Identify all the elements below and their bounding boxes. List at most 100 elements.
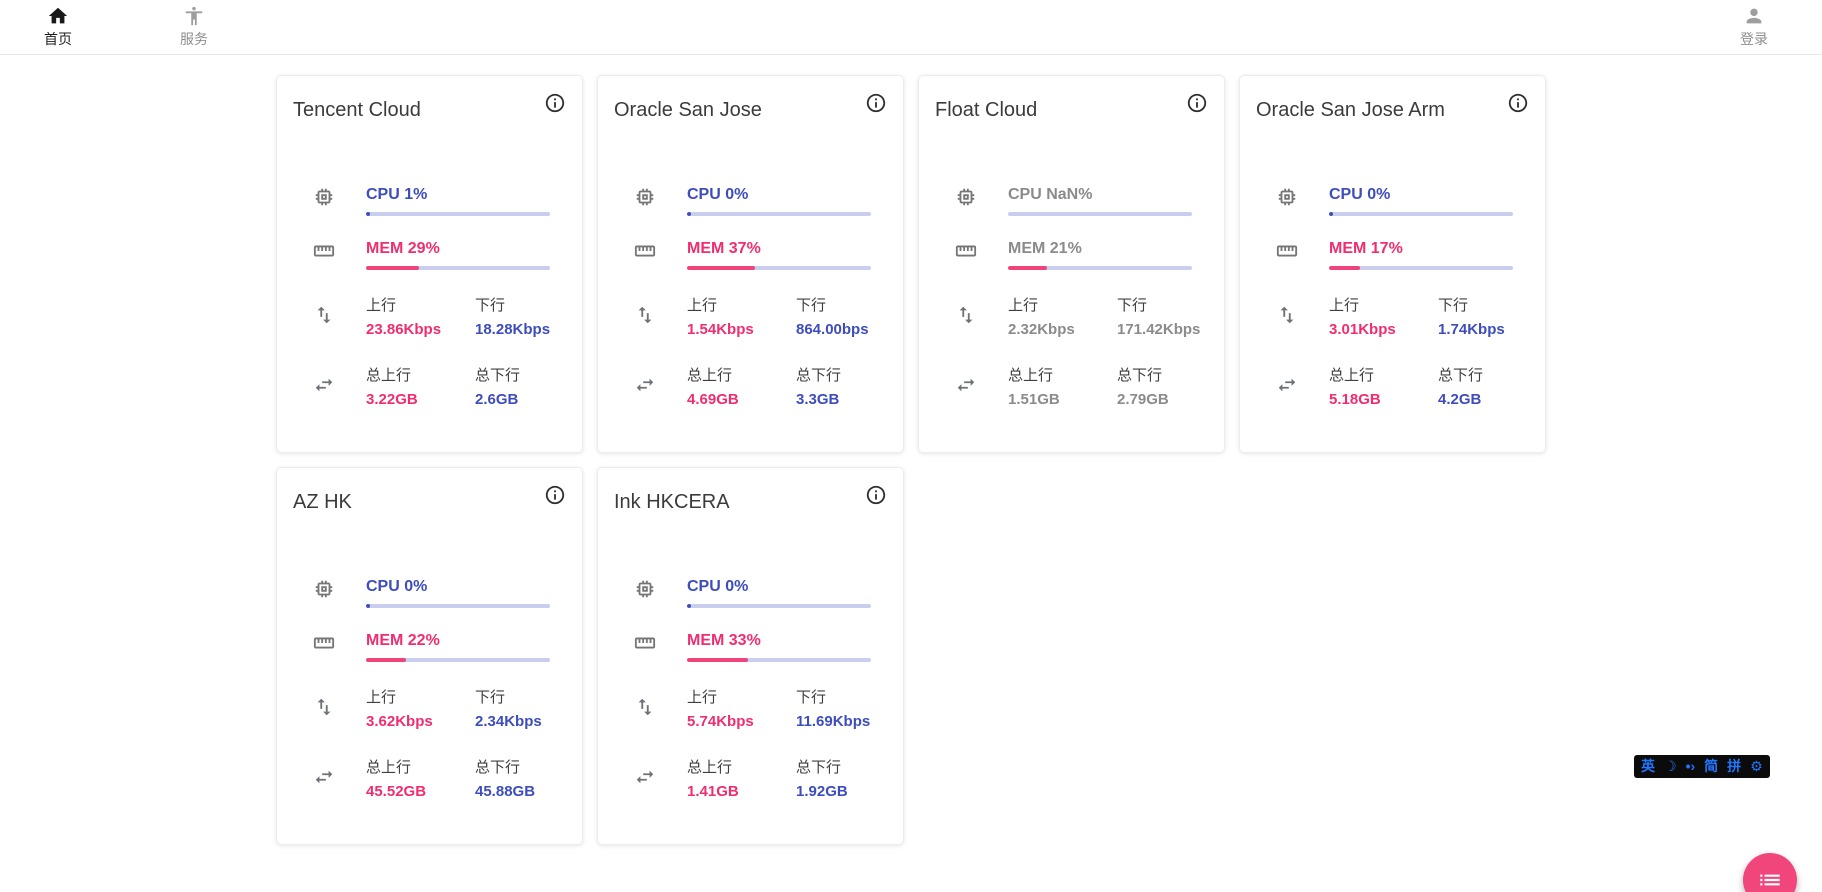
network-total-row: 总上行 1.41GB 总下行 1.92GB xyxy=(614,758,887,802)
total-upload-label: 总上行 xyxy=(366,367,412,384)
server-name: Oracle San Jose xyxy=(614,99,762,121)
total-download-value: 3.3GB xyxy=(796,391,840,408)
total-upload-label: 总上行 xyxy=(687,367,733,384)
download-label: 下行 xyxy=(475,297,506,314)
upload-speed-value: 3.62Kbps xyxy=(366,713,433,730)
ruler-icon xyxy=(1276,240,1298,267)
ime-punct-indicator[interactable]: •› xyxy=(1685,758,1696,774)
mem-row: MEM 17% xyxy=(1256,240,1529,270)
upload-label: 上行 xyxy=(1008,297,1039,314)
download-speed-value: 171.42Kbps xyxy=(1117,321,1201,338)
cpu-progress-bar xyxy=(1329,212,1513,216)
download-label: 下行 xyxy=(475,689,506,706)
cpu-row: CPU NaN% xyxy=(935,186,1208,216)
swap-horizontal-icon xyxy=(313,374,335,401)
ime-moon-icon[interactable]: ☽ xyxy=(1664,758,1677,774)
info-icon[interactable] xyxy=(865,92,887,114)
cpu-usage-text: CPU 0% xyxy=(687,578,749,595)
nav-services-label: 服务 xyxy=(180,31,208,47)
total-upload-label: 总上行 xyxy=(687,759,733,776)
ime-simplified-indicator[interactable]: 简 xyxy=(1704,758,1719,774)
total-upload-label: 总上行 xyxy=(1008,367,1054,384)
up-down-arrows-icon xyxy=(313,304,335,331)
download-label: 下行 xyxy=(796,297,827,314)
mem-row: MEM 33% xyxy=(614,632,887,662)
cpu-row: CPU 0% xyxy=(293,578,566,608)
mem-progress-bar xyxy=(687,266,871,270)
total-download-value: 45.88GB xyxy=(475,783,536,800)
cpu-chip-icon xyxy=(1276,186,1298,213)
network-total-row: 总上行 5.18GB 总下行 4.2GB xyxy=(1256,366,1529,410)
swap-horizontal-icon xyxy=(634,374,656,401)
server-name: Ink HKCERA xyxy=(614,491,730,513)
cpu-progress-bar xyxy=(366,604,550,608)
cpu-row: CPU 0% xyxy=(1256,186,1529,216)
server-card: Ink HKCERA CPU 0% MEM 33% xyxy=(597,467,904,845)
ime-pinyin-indicator[interactable]: 拼 xyxy=(1727,758,1742,774)
server-card: Float Cloud CPU NaN% MEM 21% xyxy=(918,75,1225,453)
info-icon[interactable] xyxy=(865,484,887,506)
total-upload-value: 3.22GB xyxy=(366,391,418,408)
home-icon xyxy=(48,7,68,24)
mem-progress-bar xyxy=(366,266,550,270)
network-speed-row: 上行 23.86Kbps 下行 18.28Kbps xyxy=(293,296,566,340)
up-down-arrows-icon xyxy=(313,696,335,723)
total-download-label: 总下行 xyxy=(1117,367,1163,384)
network-total-row: 总上行 3.22GB 总下行 2.6GB xyxy=(293,366,566,410)
network-total-row: 总上行 4.69GB 总下行 3.3GB xyxy=(614,366,887,410)
ime-lang-indicator[interactable]: 英 xyxy=(1641,758,1655,774)
total-download-label: 总下行 xyxy=(475,367,521,384)
card-header: Tencent Cloud xyxy=(293,93,566,124)
ruler-icon xyxy=(313,632,335,659)
total-download-label: 总下行 xyxy=(475,759,521,776)
swap-horizontal-icon xyxy=(1276,374,1298,401)
info-icon[interactable] xyxy=(544,92,566,114)
total-upload-label: 总上行 xyxy=(1329,367,1375,384)
top-nav-bar: 首页 服务 登录 xyxy=(0,0,1822,55)
cpu-usage-text: CPU 0% xyxy=(687,186,749,203)
ruler-icon xyxy=(955,240,977,267)
info-icon[interactable] xyxy=(544,484,566,506)
cpu-usage-text: CPU 0% xyxy=(1329,186,1391,203)
card-stats: CPU 0% MEM 33% 上行 xyxy=(614,578,887,802)
cpu-progress-bar xyxy=(1008,212,1192,216)
upload-label: 上行 xyxy=(687,689,718,706)
swap-horizontal-icon xyxy=(955,374,977,401)
ime-settings-gear-icon[interactable]: ⚙ xyxy=(1750,758,1763,774)
mem-usage-text: MEM 37% xyxy=(687,240,761,257)
mem-usage-text: MEM 33% xyxy=(687,632,761,649)
cpu-progress-bar xyxy=(687,212,871,216)
upload-speed-value: 1.54Kbps xyxy=(687,321,754,338)
cpu-chip-icon xyxy=(634,578,656,605)
cpu-chip-icon xyxy=(313,578,335,605)
total-download-label: 总下行 xyxy=(1438,367,1484,384)
server-card: AZ HK CPU 0% MEM 22% xyxy=(276,467,583,845)
server-name: Float Cloud xyxy=(935,99,1038,121)
swap-horizontal-icon xyxy=(313,766,335,793)
mem-usage-text: MEM 21% xyxy=(1008,240,1082,257)
mem-row: MEM 22% xyxy=(293,632,566,662)
mem-progress-bar xyxy=(1329,266,1513,270)
mem-row: MEM 37% xyxy=(614,240,887,270)
nav-item-login[interactable]: 登录 xyxy=(1730,5,1778,49)
nav-item-services[interactable]: 服务 xyxy=(170,5,218,49)
cpu-row: CPU 1% xyxy=(293,186,566,216)
nav-login-label: 登录 xyxy=(1740,31,1768,47)
ruler-icon xyxy=(634,632,656,659)
server-list-fab-button[interactable] xyxy=(1743,853,1797,892)
mem-progress-bar xyxy=(1008,266,1192,270)
up-down-arrows-icon xyxy=(634,304,656,331)
total-upload-value: 1.41GB xyxy=(687,783,739,800)
download-speed-value: 1.74Kbps xyxy=(1438,321,1505,338)
nav-item-home[interactable]: 首页 xyxy=(34,5,82,49)
server-name: Oracle San Jose Arm xyxy=(1256,99,1445,121)
nav-home-label: 首页 xyxy=(44,31,72,47)
server-card: Tencent Cloud CPU 1% MEM 29% xyxy=(276,75,583,453)
info-icon[interactable] xyxy=(1186,92,1208,114)
info-icon[interactable] xyxy=(1507,92,1529,114)
cpu-chip-icon xyxy=(634,186,656,213)
ime-status-bar[interactable]: 英 ☽ •› 简 拼 ⚙ xyxy=(1634,755,1770,778)
mem-row: MEM 21% xyxy=(935,240,1208,270)
total-upload-label: 总上行 xyxy=(366,759,412,776)
download-speed-value: 864.00bps xyxy=(796,321,869,338)
